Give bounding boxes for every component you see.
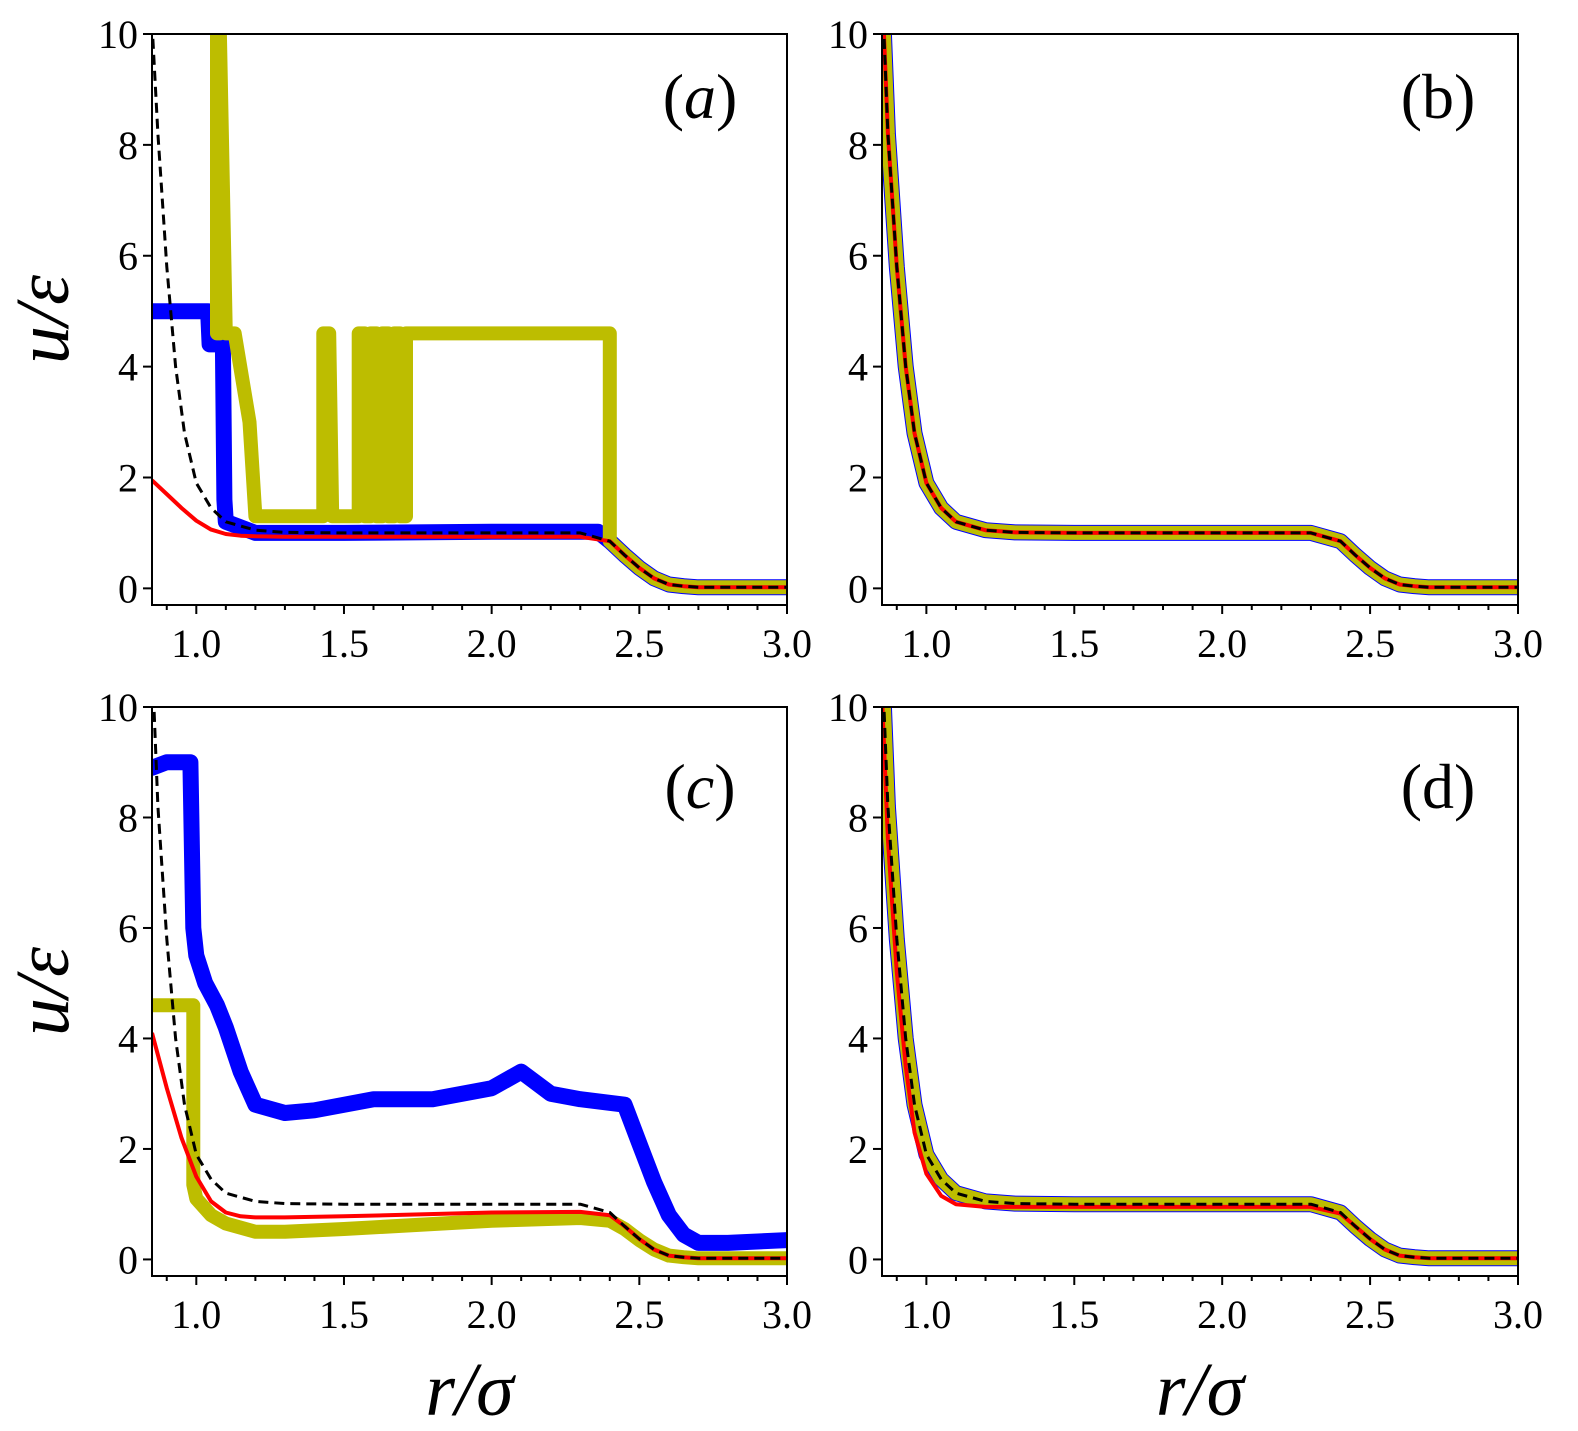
x-tick-label: 3.0 — [762, 621, 812, 666]
panel-d: 1.0 1.5 2.0 2.5 3.0 0 2 4 6 8 10 (d) r/σ — [828, 685, 1543, 1431]
x-axis-label: r/σ — [425, 1348, 516, 1431]
y-tick-label: 6 — [118, 234, 138, 279]
y-tick-label: 8 — [118, 795, 138, 840]
x-tick-label: 2.5 — [1345, 1292, 1395, 1337]
x-tick-label: 3.0 — [1493, 621, 1543, 666]
x-tick-label: 2.0 — [467, 1292, 517, 1337]
x-tick-label: 1.0 — [901, 1292, 951, 1337]
axes-frame — [151, 706, 788, 1277]
x-tick-label: 1.5 — [319, 621, 369, 666]
x-tick-label: 3.0 — [1493, 1292, 1543, 1337]
axes-frame — [881, 33, 1519, 606]
plot-area — [882, 707, 1518, 1267]
x-tick-label: 2.5 — [1345, 621, 1395, 666]
panel-label: (a) — [663, 61, 738, 132]
axes-frame — [881, 706, 1519, 1277]
panel-label-part: c — [686, 751, 714, 822]
x-tick-label: 3.0 — [762, 1292, 812, 1337]
y-tick-label: 4 — [848, 345, 868, 390]
series-line-black-dashed — [152, 34, 787, 589]
x-tick-label: 2.0 — [1197, 621, 1247, 666]
y-tick-label: 4 — [848, 1016, 868, 1061]
y-tick-label: 4 — [118, 1016, 138, 1061]
series-line-black-dashed — [882, 707, 1518, 1260]
y-tick-label: 8 — [848, 123, 868, 168]
panel-label-part: ( — [663, 61, 684, 132]
x-tick-label: 1.0 — [901, 621, 951, 666]
y-tick-label: 8 — [848, 795, 868, 840]
series-line-blue — [152, 754, 787, 1251]
y-axis-label: u/ε — [1, 275, 85, 364]
panel-label-part: ) — [716, 61, 737, 132]
plot-area — [152, 707, 787, 1266]
y-axis-label: u/ε — [1, 947, 85, 1036]
panel-label: (d) — [1401, 751, 1476, 822]
series-line-black-dashed — [152, 707, 787, 1260]
x-tick-label: 1.5 — [1049, 621, 1099, 666]
y-tick-label: 2 — [848, 455, 868, 500]
y-tick-label: 6 — [118, 906, 138, 951]
series-line-olive — [152, 998, 787, 1266]
y-tick-label: 4 — [118, 345, 138, 390]
x-tick-label: 1.0 — [171, 1292, 221, 1337]
panel-label-part: ) — [1454, 61, 1475, 132]
panel-label-part: ( — [1401, 61, 1422, 132]
y-tick-label: 10 — [98, 685, 138, 730]
panel-label-part: d — [1422, 751, 1454, 822]
panel-c: 1.0 1.5 2.0 2.5 3.0 0 2 4 6 8 10 (c) u/ε r/σ — [1, 685, 812, 1431]
y-tick-label: 8 — [118, 123, 138, 168]
y-tick-label: 6 — [848, 234, 868, 279]
panel-label-part: a — [684, 61, 716, 132]
y-tick-label: 10 — [828, 685, 868, 730]
plot-area — [882, 34, 1518, 596]
y-tick-label: 0 — [118, 566, 138, 611]
series-line-black-dashed — [882, 34, 1518, 589]
y-tick-label: 2 — [118, 455, 138, 500]
x-tick-label: 1.5 — [1049, 1292, 1099, 1337]
x-tick-label: 1.0 — [171, 621, 221, 666]
y-tick-label: 0 — [848, 566, 868, 611]
panel-label-part: ( — [1401, 751, 1422, 822]
panel-a: 1.0 1.5 2.0 2.5 3.0 0 2 4 6 8 10 (a) u/ε — [1, 12, 812, 666]
x-tick-label: 2.0 — [467, 621, 517, 666]
panel-label-part: b — [1422, 61, 1454, 132]
y-tick-label: 10 — [828, 12, 868, 57]
y-tick-label: 2 — [118, 1127, 138, 1172]
panel-label-part: ) — [1454, 751, 1475, 822]
y-tick-label: 0 — [848, 1237, 868, 1282]
y-tick-label: 10 — [98, 12, 138, 57]
plot-area — [152, 34, 787, 596]
panel-b: 1.0 1.5 2.0 2.5 3.0 0 2 4 6 8 10 (b) — [828, 12, 1543, 666]
x-axis-label: r/σ — [1156, 1348, 1247, 1431]
x-tick-label: 1.5 — [319, 1292, 369, 1337]
panel-label: (c) — [664, 751, 735, 822]
y-tick-label: 0 — [118, 1237, 138, 1282]
x-tick-label: 2.5 — [614, 1292, 664, 1337]
panel-label: (b) — [1401, 61, 1476, 132]
panel-label-part: ( — [664, 751, 685, 822]
panel-label-part: ) — [714, 751, 735, 822]
x-tick-label: 2.0 — [1197, 1292, 1247, 1337]
x-tick-label: 2.5 — [614, 621, 664, 666]
y-tick-label: 2 — [848, 1127, 868, 1172]
axes-frame — [151, 33, 788, 606]
y-tick-label: 6 — [848, 906, 868, 951]
